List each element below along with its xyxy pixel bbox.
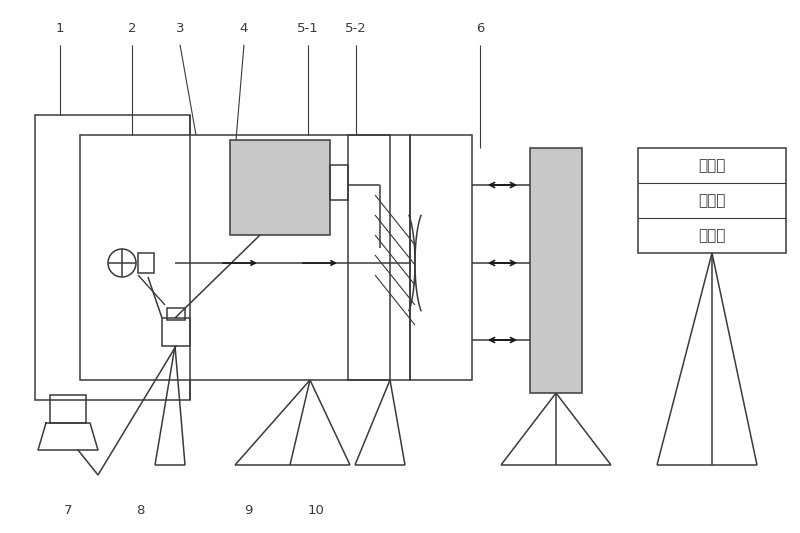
Text: 10: 10 xyxy=(307,504,325,516)
Bar xyxy=(50,395,86,423)
Text: 激光轴: 激光轴 xyxy=(698,158,726,173)
Text: 5-2: 5-2 xyxy=(345,22,367,35)
Bar xyxy=(80,135,390,380)
Text: 可见轴: 可见轴 xyxy=(698,193,726,208)
Bar xyxy=(348,135,410,380)
Text: 9: 9 xyxy=(244,504,252,516)
Bar xyxy=(162,318,190,346)
Text: 7: 7 xyxy=(64,504,72,516)
Text: 6: 6 xyxy=(476,22,484,35)
Bar xyxy=(330,165,348,200)
Text: 2: 2 xyxy=(128,22,136,35)
Bar xyxy=(410,135,472,380)
Bar xyxy=(230,140,330,235)
Bar xyxy=(167,308,185,320)
Text: 1: 1 xyxy=(56,22,64,35)
Text: 5-1: 5-1 xyxy=(297,22,319,35)
Bar xyxy=(35,115,190,400)
Text: 8: 8 xyxy=(136,504,144,516)
Text: 红外轴: 红外轴 xyxy=(698,228,726,243)
Bar xyxy=(138,253,154,273)
Text: 3: 3 xyxy=(176,22,184,35)
Text: 4: 4 xyxy=(240,22,248,35)
Bar xyxy=(530,148,582,393)
Bar xyxy=(638,148,786,253)
